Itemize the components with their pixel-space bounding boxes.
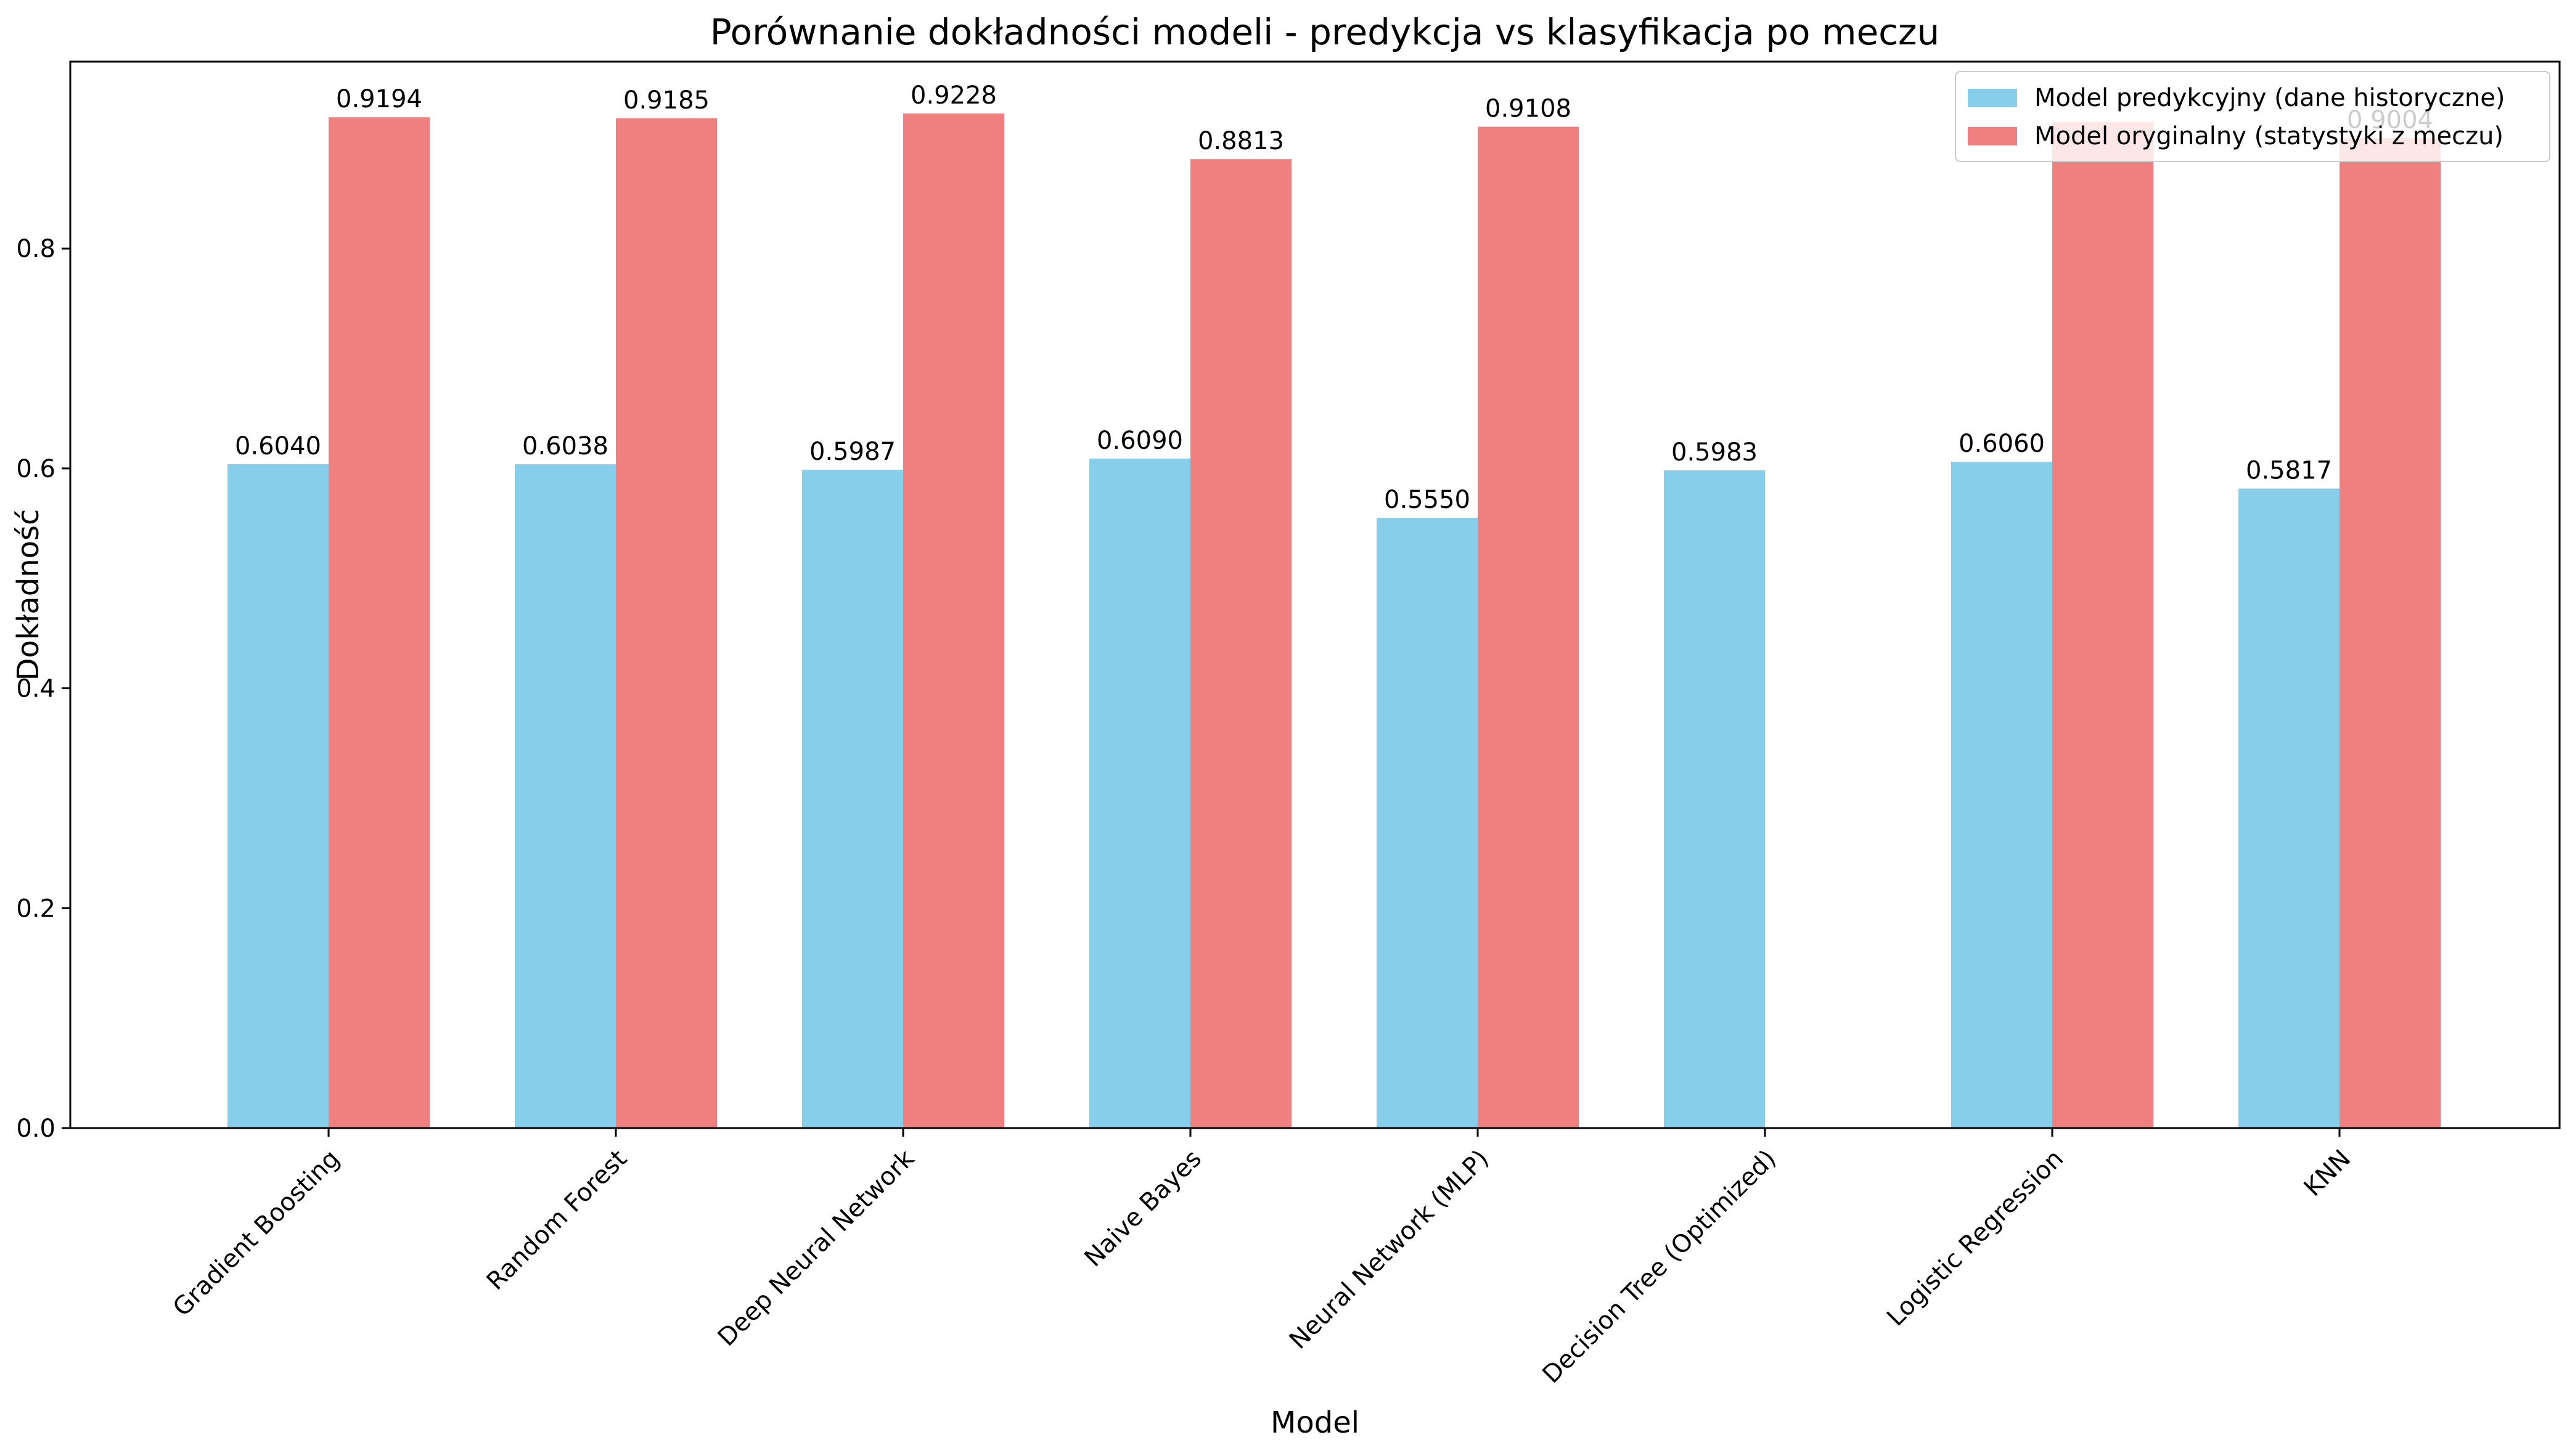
bar-value-label: 0.5550 bbox=[1384, 486, 1470, 514]
bar-value-label: 0.5817 bbox=[2246, 457, 2332, 485]
legend-box bbox=[1955, 71, 2550, 162]
bar bbox=[2238, 488, 2340, 1128]
legend-label: Model predykcyjny (dane historyczne) bbox=[2034, 84, 2505, 112]
bar-value-label: 0.6040 bbox=[235, 432, 321, 460]
plot-frame bbox=[69, 60, 2561, 1129]
bar bbox=[2052, 122, 2153, 1129]
y-tick-label: 0.0 bbox=[16, 1114, 55, 1143]
y-axis-title: Dokładność bbox=[11, 509, 46, 681]
bar bbox=[1089, 458, 1190, 1128]
bar bbox=[1478, 126, 1579, 1129]
bar-value-label: 0.6090 bbox=[1097, 427, 1183, 455]
y-tick-label: 0.4 bbox=[16, 675, 55, 703]
legend-label: Model oryginalny (statystyki z meczu) bbox=[2034, 122, 2504, 150]
bars-layer bbox=[227, 113, 2441, 1129]
legend-swatch bbox=[1968, 127, 2017, 145]
bar bbox=[1190, 159, 1292, 1128]
y-tick-label: 0.2 bbox=[16, 894, 55, 923]
bar bbox=[1951, 462, 2052, 1129]
bar bbox=[802, 470, 903, 1128]
bar-value-label: 0.5983 bbox=[1671, 438, 1758, 467]
legend-swatch bbox=[1968, 89, 2017, 107]
bar bbox=[227, 464, 329, 1128]
bar bbox=[329, 117, 430, 1128]
bar-value-label: 0.9194 bbox=[336, 85, 422, 113]
bar bbox=[515, 464, 616, 1128]
chart-title: Porównanie dokładności modeli - predykcj… bbox=[710, 11, 1940, 53]
bar bbox=[2340, 138, 2441, 1128]
bar bbox=[1377, 518, 1478, 1128]
legend: Model predykcyjny (dane historyczne) Mode… bbox=[1955, 71, 2550, 162]
x-axis-title: Model bbox=[1271, 1405, 1359, 1440]
bar-value-label: 0.8813 bbox=[1198, 127, 1284, 155]
bar-value-label: 0.6060 bbox=[1959, 430, 2045, 458]
y-axis: 0.0 0.2 0.4 0.6 0.8 bbox=[16, 235, 70, 1143]
y-tick-label: 0.8 bbox=[16, 235, 55, 263]
bar-value-label: 0.9185 bbox=[623, 86, 710, 115]
bar bbox=[616, 118, 717, 1129]
bar bbox=[1664, 470, 1765, 1128]
bar-value-label: 0.9228 bbox=[911, 81, 997, 110]
bar bbox=[903, 113, 1004, 1129]
bar-value-label: 0.6038 bbox=[522, 432, 608, 460]
bar-value-label: 0.9108 bbox=[1485, 95, 1571, 123]
bar-value-label: 0.5987 bbox=[809, 438, 896, 466]
y-tick-label: 0.6 bbox=[16, 455, 55, 483]
